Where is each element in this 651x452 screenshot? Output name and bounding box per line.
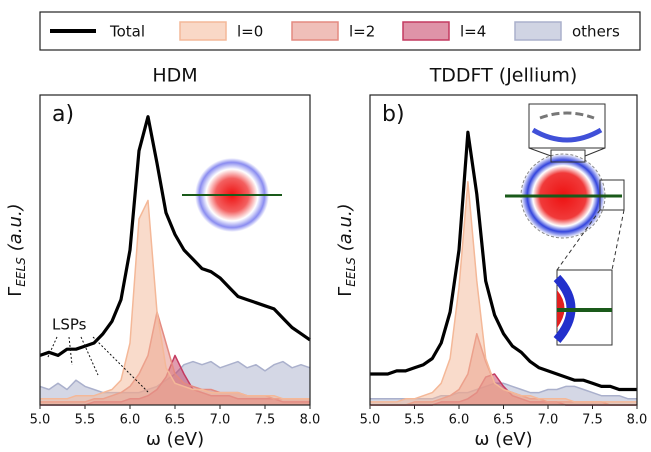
connector bbox=[556, 209, 625, 271]
y-label-symbol: Γ bbox=[335, 287, 356, 297]
legend-label: l=0 bbox=[237, 23, 263, 41]
y-axis-label: ΓEELS (a.u.) bbox=[5, 203, 28, 296]
y-label-unit: (a.u.) bbox=[5, 203, 26, 251]
x-tick-label: 5.5 bbox=[75, 413, 96, 428]
annotation-leader bbox=[80, 336, 99, 376]
x-tick-label: 8.0 bbox=[627, 413, 648, 428]
connector bbox=[528, 147, 606, 157]
x-tick-label: 6.0 bbox=[449, 413, 470, 428]
y-axis-label: ΓEELS (a.u.) bbox=[335, 203, 358, 296]
zoom-frame bbox=[599, 179, 625, 211]
x-tick-label: 7.5 bbox=[255, 413, 276, 428]
plot-frame bbox=[39, 94, 311, 406]
area-edge bbox=[370, 181, 637, 403]
x-tick-label: 7.5 bbox=[582, 413, 603, 428]
x-tick-label: 5.0 bbox=[360, 413, 381, 428]
area-edge bbox=[40, 199, 310, 400]
x-axis-label: ω (eV) bbox=[474, 429, 532, 450]
x-tick-label: 7.0 bbox=[210, 413, 231, 428]
legend-swatch bbox=[514, 21, 562, 41]
legend-label: Total bbox=[109, 23, 145, 41]
x-tick-label: 6.5 bbox=[493, 413, 514, 428]
plot-frame bbox=[369, 94, 638, 406]
y-label-symbol: Γ bbox=[5, 287, 26, 297]
panel-label: a) bbox=[52, 102, 74, 127]
legend-label: l=4 bbox=[460, 23, 486, 41]
x-tick-label: 5.5 bbox=[404, 413, 425, 428]
legend-swatch bbox=[402, 21, 450, 41]
zoom-frame bbox=[550, 149, 586, 163]
legend-label: others bbox=[572, 23, 620, 41]
x-axis-label: ω (eV) bbox=[146, 429, 204, 450]
y-label-subscript: EELS bbox=[14, 257, 28, 287]
panel-title: TDDFT (Jellium) bbox=[429, 65, 578, 87]
inset-detail bbox=[531, 127, 603, 143]
panel-label: b) bbox=[382, 102, 405, 127]
y-label-unit: (a.u.) bbox=[335, 203, 356, 251]
panel-title: HDM bbox=[152, 65, 197, 87]
annotation-leader bbox=[92, 336, 149, 393]
annotation-leader bbox=[68, 336, 73, 366]
legend-swatch bbox=[291, 21, 339, 41]
x-tick-label: 8.0 bbox=[300, 413, 321, 428]
line bbox=[370, 130, 637, 392]
x-tick-label: 6.5 bbox=[165, 413, 186, 428]
inset-detail bbox=[539, 111, 595, 120]
legend-swatch bbox=[179, 21, 227, 41]
y-label-subscript: EELS bbox=[344, 257, 358, 287]
annotation: LSPs bbox=[52, 316, 87, 334]
x-tick-label: 7.0 bbox=[538, 413, 559, 428]
insets bbox=[182, 103, 625, 346]
x-tick-label: 6.0 bbox=[120, 413, 141, 428]
x-tick-label: 5.0 bbox=[30, 413, 51, 428]
legend-label: l=2 bbox=[349, 23, 375, 41]
